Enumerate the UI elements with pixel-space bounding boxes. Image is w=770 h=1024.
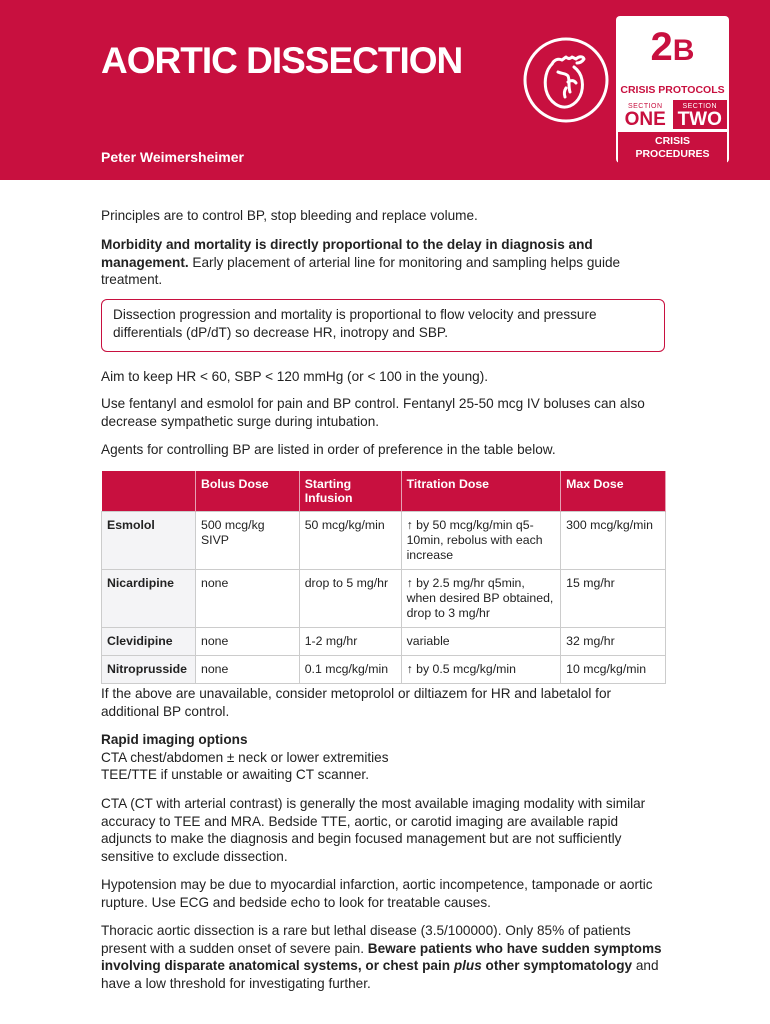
bold-text: other symptomatology: [481, 958, 633, 973]
subtitle-line: CRISIS: [654, 135, 690, 147]
bp-agents-table: Bolus Dose Starting Infusion Titration Dos…: [101, 471, 666, 684]
badge-subtitle: CRISIS PROCEDURES: [618, 132, 727, 164]
section-badge: 2B CRISIS PROTOCOLS SECTION ONE SECTION TW…: [616, 16, 729, 164]
badge-number: 2: [650, 25, 673, 69]
section-two: SECTION TWO: [672, 100, 727, 130]
paragraph: Principles are to control BP, stop bleed…: [101, 208, 478, 223]
page-title: AORTIC DISSECTION: [101, 40, 463, 81]
bold-text: Morbidity and mortality is directly prop…: [101, 237, 593, 270]
drug-name: Nicardipine: [101, 569, 196, 628]
section-label: SECTION: [627, 103, 663, 110]
column-header: Titration Dose: [401, 471, 562, 512]
subtitle-line: PROCEDURES: [635, 148, 710, 160]
table-cell: 15 mg/hr: [560, 569, 666, 628]
table-cell: drop to 5 mg/hr: [298, 569, 402, 628]
table-row: Esmolol 500 mcg/kg SIVP 50 mcg/kg/min ↑ by …: [101, 511, 666, 570]
author: Peter Weimersheimer: [101, 149, 244, 165]
table-cell: variable: [400, 627, 562, 656]
table-cell: none: [194, 627, 300, 656]
badge-letter: B: [672, 34, 695, 67]
badge-category: CRISIS PROTOCOLS: [620, 84, 725, 96]
table-cell: 300 mcg/kg/min: [560, 511, 666, 570]
column-header: Max Dose: [560, 471, 666, 512]
table-cell: ↑ by 2.5 mg/hr q5min, when desired BP ob…: [400, 569, 562, 628]
column-header: Bolus Dose: [195, 471, 300, 512]
column-header: [101, 471, 196, 512]
section-label: SECTION: [682, 103, 718, 110]
paragraph: CTA (CT with arterial contrast) is gener…: [101, 796, 646, 864]
paragraph: Agents for controlling BP are listed in …: [101, 442, 556, 457]
paragraph: Thoracic aortic dissection is a rare but…: [101, 922, 666, 992]
table-cell: none: [194, 655, 300, 684]
bold-text: Beware patients who have sudden symptoms…: [101, 940, 662, 974]
table-cell: 1-2 mg/hr: [298, 627, 402, 656]
table-cell: 0.1 mcg/kg/min: [298, 655, 402, 684]
list-item: TEE/TTE if unstable or awaiting CT scann…: [101, 767, 369, 782]
column-header: Starting Infusion: [299, 471, 402, 512]
imaging-section: Rapid imaging options CTA chest/abdomen …: [101, 731, 666, 784]
paragraph: Morbidity and mortality is directly prop…: [101, 236, 666, 289]
table-row: Nitroprusside none 0.1 mcg/kg/min ↑ by 0.5 …: [101, 655, 666, 684]
table-cell: 10 mcg/kg/min: [560, 655, 666, 684]
section-one: SECTION ONE: [618, 100, 673, 129]
section-number: TWO: [677, 109, 722, 130]
paragraph: Use fentanyl and esmolol for pain and BP…: [101, 396, 645, 429]
table-row: Nicardipine none drop to 5 mg/hr ↑ by 2.5 m…: [101, 569, 666, 628]
section-number: ONE: [624, 109, 666, 130]
paragraph: Aim to keep HR < 60, SBP < 120 mmHg (or …: [101, 369, 488, 384]
text: Early placement of arterial line for mon…: [101, 254, 621, 288]
table-cell: 32 mg/hr: [560, 627, 666, 656]
text: and have a low threshold for investigati…: [101, 958, 659, 991]
text: Thoracic aortic dissection is a rare but…: [101, 923, 631, 956]
table-cell: 500 mcg/kg SIVP: [194, 511, 300, 570]
paragraph: If the above are unavailable, consider m…: [101, 686, 612, 719]
page-header: AORTIC DISSECTION Peter Weimersheimer 2B…: [0, 0, 770, 180]
drug-name: Clevidipine: [101, 627, 196, 656]
table-row: Clevidipine none 1-2 mg/hr variable 32 mg/hr: [101, 627, 666, 656]
heart-icon: [523, 37, 609, 123]
italic-text: plus: [453, 958, 482, 973]
table-cell: none: [194, 569, 300, 628]
callout-box: Dissection progression and mortality is …: [101, 299, 665, 352]
table-cell: 50 mcg/kg/min: [298, 511, 402, 570]
list-item: CTA chest/abdomen ± neck or lower extrem…: [101, 749, 389, 765]
table-cell: ↑ by 50 mcg/kg/min q5-10min, rebolus wit…: [400, 511, 562, 570]
table-cell: ↑ by 0.5 mcg/kg/min: [400, 655, 562, 684]
section-heading: Rapid imaging options: [101, 732, 248, 747]
drug-name: Esmolol: [101, 511, 196, 570]
paragraph: Hypotension may be due to myocardial inf…: [101, 877, 653, 910]
drug-name: Nitroprusside: [101, 655, 196, 684]
